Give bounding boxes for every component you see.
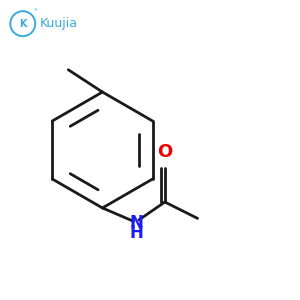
Text: Kuujia: Kuujia [40, 17, 78, 30]
Text: °: ° [34, 9, 37, 15]
Text: K: K [19, 19, 26, 29]
Text: O: O [157, 143, 172, 161]
Text: H: H [129, 224, 143, 242]
Text: N: N [129, 214, 143, 232]
